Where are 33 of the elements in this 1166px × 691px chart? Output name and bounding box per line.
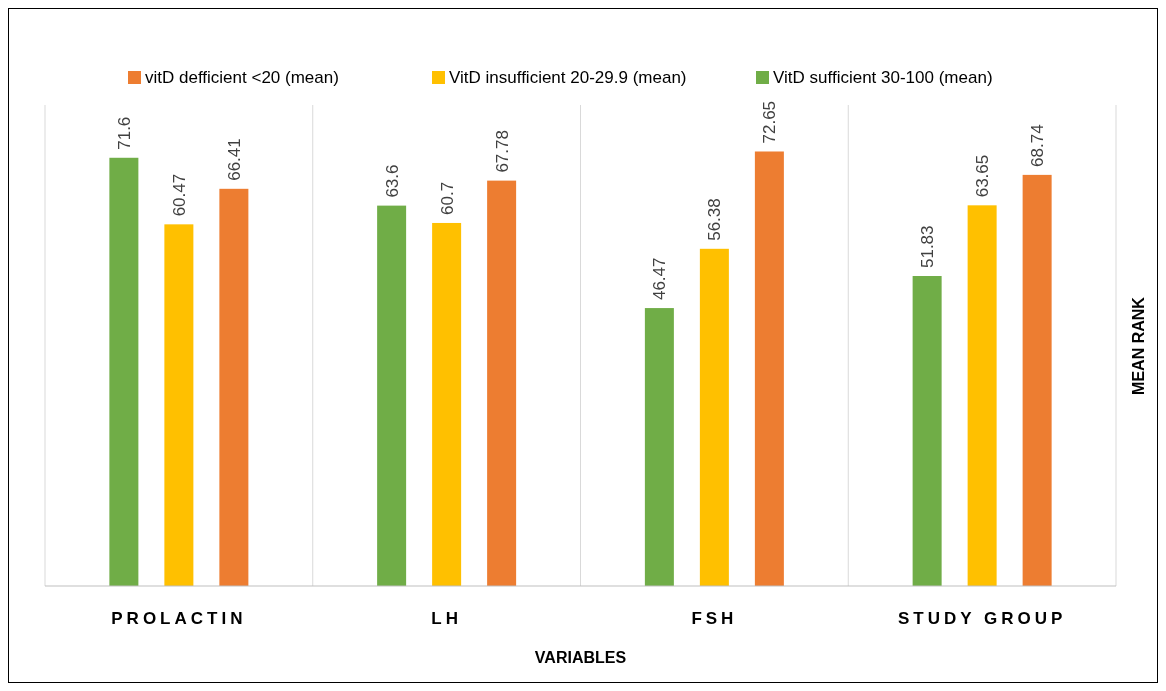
y-axis-title: MEAN RANK [1130, 296, 1147, 395]
data-label: 56.38 [705, 198, 725, 241]
x-tick-label: PROLACTIN [111, 609, 247, 628]
bar [912, 276, 942, 586]
x-tick-label: FSH [691, 609, 738, 628]
legend-label: vitD defficient <20 (mean) [145, 68, 339, 87]
bar [1022, 174, 1052, 586]
data-label: 46.47 [650, 257, 670, 301]
legend-label: VitD sufficient 30-100 (mean) [773, 68, 993, 87]
bar [109, 157, 139, 586]
x-axis-title: VARIABLES [534, 649, 627, 666]
x-tick-label: LH [431, 609, 462, 628]
bar [164, 224, 194, 586]
x-tick-label: STUDY GROUP [897, 609, 1067, 628]
bar [754, 151, 784, 586]
data-label: 51.83 [918, 225, 938, 269]
bar [432, 222, 462, 586]
bar [377, 205, 407, 586]
data-label: 63.65 [973, 154, 993, 198]
data-label: 67.78 [492, 130, 512, 173]
bar [644, 308, 674, 586]
bar [967, 205, 997, 586]
data-label: 60.7 [437, 181, 457, 215]
data-label: 60.47 [169, 173, 189, 217]
data-label: 71.6 [114, 116, 134, 150]
bar [699, 248, 729, 586]
legend-label: VitD insufficient 20-29.9 (mean) [449, 68, 687, 87]
data-label: 66.41 [224, 138, 244, 181]
data-label: 72.65 [760, 100, 780, 144]
data-label: 63.6 [382, 164, 402, 198]
data-label: 68.74 [1028, 124, 1048, 167]
bar [487, 180, 517, 586]
bar [219, 188, 249, 586]
